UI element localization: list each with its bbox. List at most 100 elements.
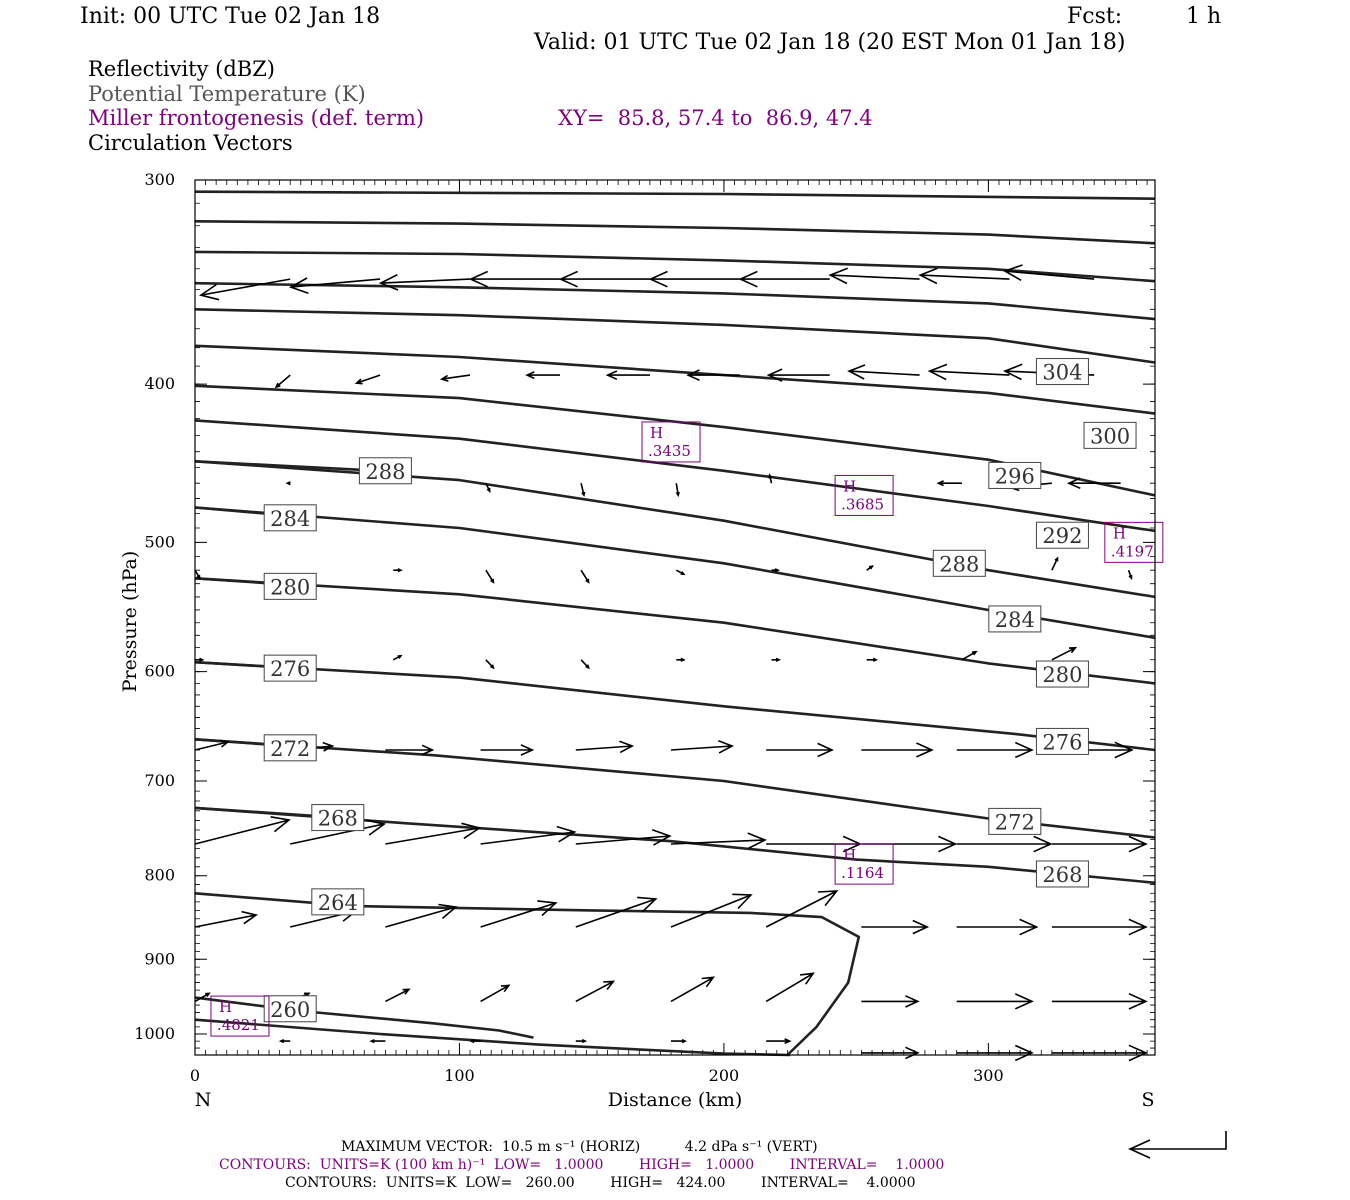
frontogenesis-max-letter: H (219, 998, 232, 1016)
contour-label-box (988, 461, 1042, 489)
circulation-vector (580, 569, 590, 584)
contour-label: 288 (365, 460, 405, 484)
circulation-vector (468, 270, 560, 288)
footer-contours-theta: CONTOURS: UNITS=K LOW= 260.00 HIGH= 424.… (285, 1175, 916, 1191)
circulation-vector (393, 568, 403, 573)
field-reflectivity: Reflectivity (dBZ) (88, 57, 276, 81)
circulation-vector (675, 483, 680, 498)
footer-max-vector: MAXIMUM VECTOR: 10.5 m s⁻¹ (HORIZ) 4.2 d… (341, 1139, 818, 1155)
circulation-vector (866, 657, 879, 662)
circulation-vector (861, 919, 930, 935)
circulation-vector (675, 569, 686, 576)
theta-contour-264 (194, 892, 861, 1056)
circulation-vector (198, 278, 291, 301)
circulation-vector (648, 270, 740, 288)
y-tick-label: 500 (144, 532, 175, 551)
circulation-vector (385, 903, 458, 928)
circulation-vector (194, 816, 291, 845)
contour-label-box (1035, 521, 1089, 549)
frontogenesis-max-letter: H (650, 424, 663, 442)
contour-label: 272 (995, 810, 1035, 834)
x-tick-label: 100 (444, 1066, 475, 1085)
contour-label: 264 (318, 891, 358, 915)
circulation-vector (1051, 918, 1148, 936)
circulation-vector (195, 657, 205, 662)
contour-label-box (1035, 358, 1089, 386)
circulation-vector (378, 273, 471, 291)
contour-label: 288 (939, 552, 979, 576)
circulation-vector (1051, 992, 1148, 1010)
circulation-vector (686, 369, 740, 382)
y-tick-label: 900 (144, 949, 175, 968)
circulation-vector (670, 740, 735, 754)
y-tick-label: 800 (144, 866, 175, 885)
field-potential-temperature: Potential Temperature (K) (88, 82, 366, 106)
init-time: Init: 00 UTC Tue 02 Jan 18 (80, 4, 381, 29)
circulation-vector (956, 741, 1034, 759)
contour-label: 284 (995, 608, 1035, 632)
y-axis-title: Pressure (hPa) (119, 551, 141, 693)
contour-label-box (1035, 727, 1089, 755)
circulation-vector (354, 374, 381, 385)
frontogenesis-max-box (641, 421, 701, 463)
circulation-vector (671, 1038, 688, 1044)
circulation-vector (575, 980, 616, 1003)
contour-label-box (263, 995, 317, 1023)
circulation-vector (194, 910, 259, 928)
field-frontogenesis: Miller frontogenesis (def. term) (88, 106, 425, 130)
circulation-vector (936, 480, 962, 487)
x-tick-label: 0 (190, 1066, 200, 1085)
valid-time: Valid: 01 UTC Tue 02 Jan 18 (20 EST Mon … (534, 30, 1126, 55)
footer-contours-frontogenesis: CONTOURS: UNITS=K (100 km h)⁻¹ LOW= 1.00… (219, 1157, 945, 1173)
circulation-vector (385, 822, 482, 845)
contour-label-box (1035, 860, 1089, 888)
circulation-vector (575, 1038, 588, 1044)
frontogenesis-max-value: .4821 (217, 1016, 260, 1034)
circulation-vector (439, 374, 471, 382)
contour-label-box (988, 605, 1042, 633)
circulation-vector (766, 742, 834, 758)
frontogenesis-max-box (1104, 521, 1164, 563)
y-tick-label: 300 (144, 170, 175, 189)
circulation-vector (1127, 569, 1133, 581)
theta-contour-316 (194, 220, 1156, 245)
circulation-vector (866, 565, 875, 571)
x-axis-title: Distance (km) (608, 1089, 743, 1111)
circulation-vector (485, 482, 491, 493)
contour-label: 268 (318, 807, 358, 831)
circulation-vector (485, 659, 495, 670)
x-left-end-label: N (195, 1089, 212, 1111)
circulation-vector (670, 832, 767, 850)
circulation-vector (766, 1038, 792, 1045)
frontogenesis-max-value: .1164 (841, 864, 884, 882)
frontogenesis-max-letter: H (1113, 524, 1126, 542)
theta-contour-284 (194, 506, 1156, 640)
circulation-vector (1051, 646, 1078, 661)
contour-label-box (988, 807, 1042, 835)
circulation-vector (768, 473, 773, 484)
circulation-vector (956, 1044, 1034, 1062)
contour-label-box (311, 888, 365, 916)
circulation-vector (480, 900, 558, 928)
circulation-vector (194, 569, 201, 580)
circulation-vector (1051, 1044, 1148, 1062)
circulation-vector (480, 984, 511, 1003)
circulation-vector (1051, 556, 1059, 571)
circulation-vector (575, 829, 672, 846)
circulation-vector (1066, 477, 1121, 490)
circulation-vector (956, 918, 1039, 936)
circulation-vector (575, 740, 635, 754)
circulation-vector (861, 995, 920, 1008)
frontogenesis-max-value: .3435 (648, 442, 691, 460)
circulation-vector (918, 267, 1010, 285)
frontogenesis-max-letter: H (843, 477, 856, 495)
theta-contour-304 (194, 308, 1156, 364)
theta-contour-260 (194, 1018, 791, 1057)
circulation-vector (525, 371, 560, 380)
frontogenesis-max-box (834, 843, 894, 885)
circulation-vector (766, 368, 830, 382)
circulation-vector (1051, 835, 1148, 853)
circulation-vector (194, 992, 211, 1003)
plot-frame (194, 179, 1156, 1056)
